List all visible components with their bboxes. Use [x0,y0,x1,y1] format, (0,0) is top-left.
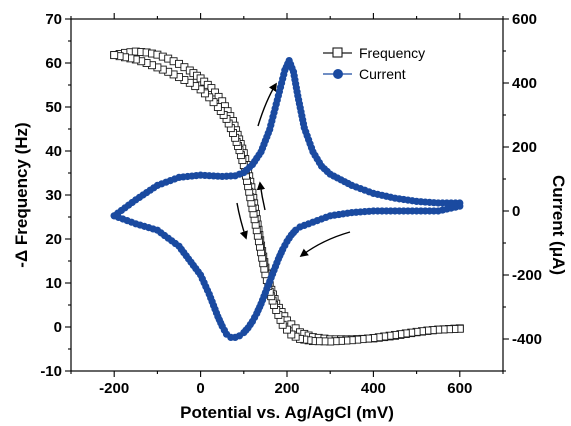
y-left-tick-label: 40 [45,143,62,160]
series-line [114,51,460,340]
data-point [110,51,119,60]
y-right-tick-label: -200 [512,267,542,284]
y-left-tick-label: 0 [54,319,62,336]
direction-arrow [236,202,248,240]
y-axis-title-right: Current (μA) [549,175,568,275]
axis-ticks [65,13,509,377]
data-point [205,93,214,102]
x-axis-title: Potential vs. Ag/AgCl (mV) [180,403,394,422]
y-left-tick-label: 50 [45,99,62,116]
legend-marker-current [333,69,343,79]
series-frequency [110,47,464,346]
direction-arrow [257,82,277,127]
x-tick-label: -200 [99,380,129,397]
y-axis-title-left: -Δ Frequency (Hz) [12,122,31,267]
data-point [209,98,218,107]
data-point [200,89,209,98]
chart-marks [110,47,464,346]
y-left-tick-label: 10 [45,275,62,292]
x-tick-label: 0 [196,380,204,397]
data-point [213,103,222,111]
data-point [283,325,291,334]
series-current [110,57,464,341]
y-left-tick-label: -10 [40,363,62,380]
data-point [287,320,296,329]
y-left-tick-label: 20 [45,231,62,248]
y-right-tick-label: 0 [512,203,520,220]
legend-marker-frequency [332,47,343,58]
y-right-tick-label: -400 [512,331,542,348]
y-left-tick-label: 60 [45,55,62,72]
legend-label-current: Current [359,66,406,82]
direction-arrow [256,181,266,211]
y-right-tick-label: 200 [512,139,537,156]
legend: Frequency Current [323,45,425,82]
x-tick-label: 400 [361,380,386,397]
direction-arrow [299,231,351,258]
y-right-tick-label: 600 [512,11,537,28]
direction-arrows [236,82,351,258]
x-tick-label: 600 [447,380,472,397]
y-left-tick-label: 70 [45,11,62,28]
series-line [113,59,460,217]
y-right-tick-label: 400 [512,75,537,92]
data-point [291,324,300,333]
x-tick-label: 200 [274,380,299,397]
legend-label-frequency: Frequency [359,45,425,61]
data-point [287,330,296,339]
y-left-tick-label: 30 [45,187,62,204]
tick-labels: -200 0 200 400 600 -10 0 10 20 30 40 50 60 70 -400 -200… [40,11,542,397]
data-point [110,212,118,220]
